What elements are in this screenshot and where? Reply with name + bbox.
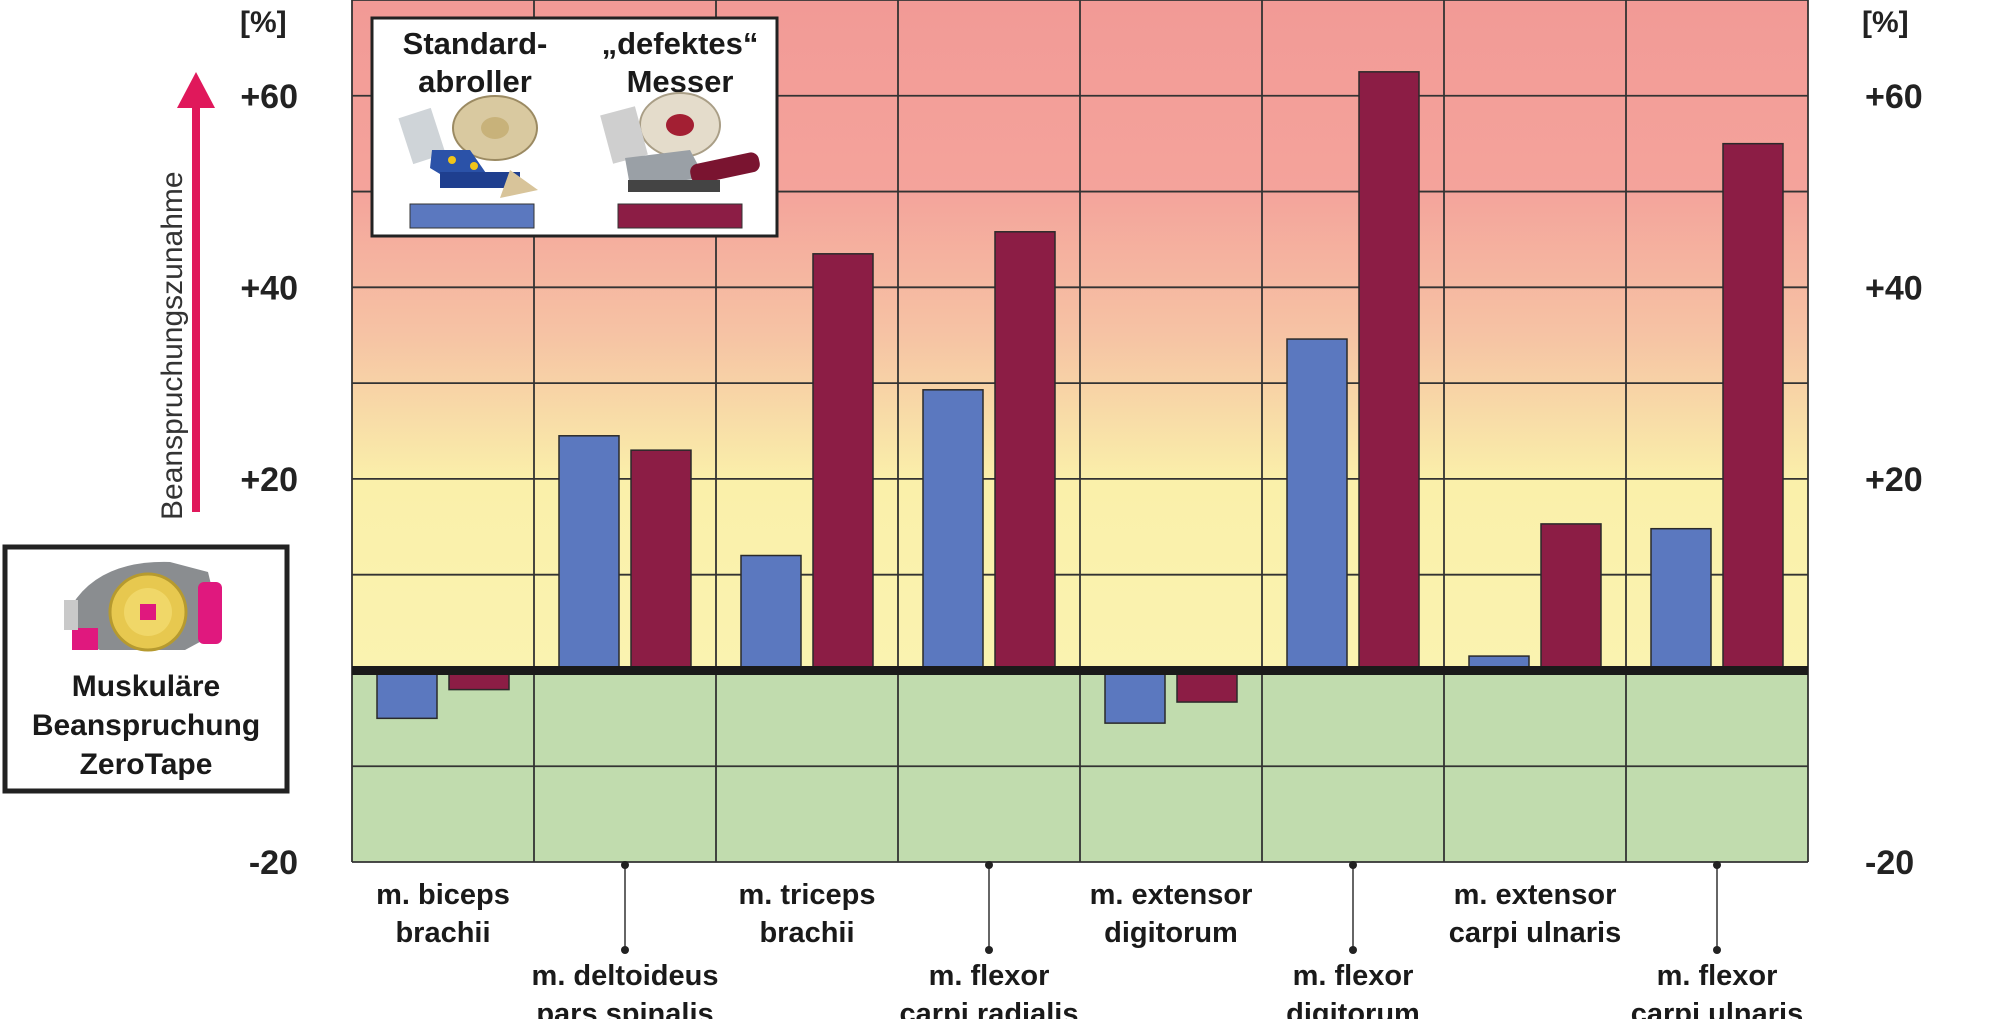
- bar-series1-3: [922, 389, 984, 672]
- x-category-label: m. extensor: [1090, 879, 1253, 911]
- x-category-label: m. deltoideus: [532, 960, 719, 992]
- x-category-label: m. flexor: [929, 960, 1050, 992]
- x-axis-categories: m. biceps brachii m. deltoideus pars spinal…: [376, 861, 1803, 1019]
- bar-series1-2: [740, 554, 802, 672]
- bar-series2-2: [812, 253, 874, 672]
- category-leader-dot: [621, 946, 629, 954]
- category-leader-dot: [1349, 946, 1357, 954]
- legend-swatch-2: [617, 203, 743, 229]
- bar-series2-3: [994, 231, 1056, 672]
- increase-arrow-head: [177, 72, 215, 108]
- y-axis-label: Beanspruchungszunahme: [156, 171, 189, 520]
- zerotape-dispenser-icon: [64, 561, 222, 652]
- zerotape-reference-box: Muskuläre Beanspruchung ZeroTape: [2, 544, 290, 794]
- y-axis-ticks: +60 +60 +40 +40 +20 +20 -20 -20: [240, 78, 1922, 882]
- bar-series2-1: [630, 449, 692, 672]
- y-tick-right: -20: [1865, 844, 1914, 882]
- category-leader-dot: [621, 861, 629, 869]
- x-category-label: carpi radialis: [900, 998, 1079, 1019]
- y-axis-label-group: Beanspruchungszunahme: [156, 72, 215, 520]
- legend-label-2a: „defektes“: [602, 26, 759, 61]
- bar-series1-4: [1104, 669, 1166, 724]
- x-category-label: m. biceps: [376, 879, 510, 911]
- bar-series2-6: [1540, 523, 1602, 672]
- y-unit-right: [%]: [1862, 6, 1909, 39]
- y-tick-left: +60: [240, 78, 298, 116]
- bar-series1-0: [376, 669, 438, 720]
- zerotape-line2: Beanspruchung: [32, 709, 260, 742]
- x-category-label: m. flexor: [1657, 960, 1778, 992]
- bar-series1-1: [558, 435, 620, 672]
- category-leader-dot: [985, 946, 993, 954]
- legend: Standard- abroller „defektes“ Messer: [370, 16, 779, 238]
- bar-series2-4: [1176, 669, 1238, 703]
- x-category-label: carpi ulnaris: [1449, 917, 1621, 949]
- x-category-label: digitorum: [1104, 917, 1238, 949]
- x-category-label: brachii: [759, 917, 854, 949]
- category-leader-dot: [1349, 861, 1357, 869]
- category-leader-dot: [1713, 946, 1721, 954]
- x-category-label: brachii: [395, 917, 490, 949]
- bar-series1-5: [1286, 338, 1348, 672]
- x-category-label: carpi ulnaris: [1631, 998, 1803, 1019]
- x-category-label: m. triceps: [739, 879, 876, 911]
- legend-label-1b: abroller: [418, 64, 532, 99]
- bar-series1-7: [1650, 527, 1712, 672]
- category-leader-dot: [985, 861, 993, 869]
- bar-series2-7: [1722, 142, 1784, 672]
- y-unit-left: [%]: [240, 6, 287, 39]
- y-tick-right: +20: [1865, 461, 1923, 499]
- legend-swatch-1: [409, 203, 535, 229]
- bars: [376, 71, 1784, 724]
- x-category-label: m. extensor: [1454, 879, 1617, 911]
- defective-knife-dispenser-icon: [600, 92, 760, 192]
- x-category-label: pars spinalis: [536, 998, 713, 1019]
- legend-label-1a: Standard-: [403, 26, 548, 61]
- y-tick-left: +40: [240, 269, 298, 307]
- category-leader-dot: [1713, 861, 1721, 869]
- bar-series2-5: [1358, 71, 1420, 672]
- x-category-label: m. flexor: [1293, 960, 1414, 992]
- y-tick-left: +20: [240, 461, 298, 499]
- zerotape-line3: ZeroTape: [80, 748, 213, 781]
- y-tick-right: +60: [1865, 78, 1923, 116]
- y-tick-left: -20: [249, 844, 298, 882]
- x-category-label: digitorum: [1286, 998, 1420, 1019]
- y-tick-right: +40: [1865, 269, 1923, 307]
- standard-dispenser-icon: [398, 95, 538, 198]
- zerotape-line1: Muskuläre: [72, 670, 220, 703]
